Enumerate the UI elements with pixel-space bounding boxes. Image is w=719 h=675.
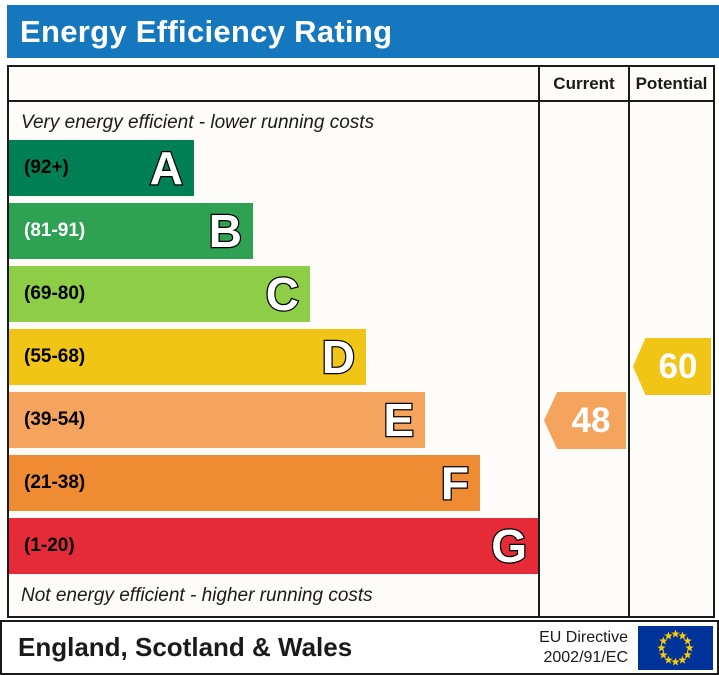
band-range-label: (21-38) [24, 472, 86, 493]
band-range-label: (81-91) [24, 220, 86, 241]
band-bar-b: (81-91) B [9, 203, 253, 259]
current-column: 48 [538, 102, 628, 616]
band-range-label: (39-54) [24, 409, 86, 430]
top-note: Very energy efficient - lower running co… [21, 112, 375, 133]
band-row-b: (81-91) B [9, 203, 538, 259]
band-range-label: (1-20) [24, 535, 75, 556]
eu-directive-label: EU Directive 2002/91/EC [539, 628, 638, 668]
band-letter: B [208, 205, 244, 257]
eu-flag-icon [638, 625, 713, 670]
band-letter: G [490, 520, 528, 572]
header-spacer [9, 67, 538, 100]
band-chart-area: Very energy efficient - lower running co… [9, 102, 538, 616]
eu-directive-line2: 2002/91/EC [543, 648, 628, 666]
potential-column: 60 [628, 102, 713, 616]
band-bar-a: (92+) A [9, 140, 194, 196]
current-rating-value: 48 [571, 400, 611, 440]
region-label: England, Scotland & Wales [18, 632, 353, 662]
band-row-f: (21-38) F [9, 455, 538, 511]
band-row-c: (69-80) C [9, 266, 538, 322]
page-title: Energy Efficiency Rating [20, 13, 393, 49]
band-range-label: (92+) [24, 157, 69, 178]
rating-table: Current Potential Very energy efficient … [7, 65, 715, 618]
band-letter: C [265, 268, 301, 320]
band-letter: A [149, 142, 185, 194]
current-column-header: Current [538, 67, 628, 100]
band-bar-d: (55-68) D [9, 329, 366, 385]
band-row-d: (55-68) D [9, 329, 538, 385]
current-rating-marker: 48 [544, 392, 626, 449]
rating-bands: (92+) A (81-91) B (69-80) C [9, 140, 538, 581]
band-row-a: (92+) A [9, 140, 538, 196]
potential-rating-marker: 60 [633, 338, 711, 395]
footer-bar: England, Scotland & Wales EU Directive 2… [0, 620, 719, 675]
band-row-e: (39-54) E [9, 392, 538, 448]
band-range-label: (55-68) [24, 346, 86, 367]
band-letter: E [382, 394, 415, 446]
band-bar-f: (21-38) F [9, 455, 480, 511]
band-letter: F [440, 457, 471, 509]
title-bar: Energy Efficiency Rating [7, 5, 719, 58]
band-bar-e: (39-54) E [9, 392, 425, 448]
band-row-g: (1-20) G [9, 518, 538, 574]
table-body: Very energy efficient - lower running co… [9, 102, 713, 616]
eu-directive-line1: EU Directive [539, 628, 628, 646]
band-range-label: (69-80) [24, 283, 86, 304]
bottom-note: Not energy efficient - higher running co… [21, 585, 373, 606]
potential-column-header: Potential [628, 67, 713, 100]
potential-rating-value: 60 [658, 346, 698, 386]
band-bar-g: (1-20) G [9, 518, 538, 574]
table-header-row: Current Potential [9, 67, 713, 102]
band-letter: D [321, 331, 357, 383]
band-bar-c: (69-80) C [9, 266, 310, 322]
